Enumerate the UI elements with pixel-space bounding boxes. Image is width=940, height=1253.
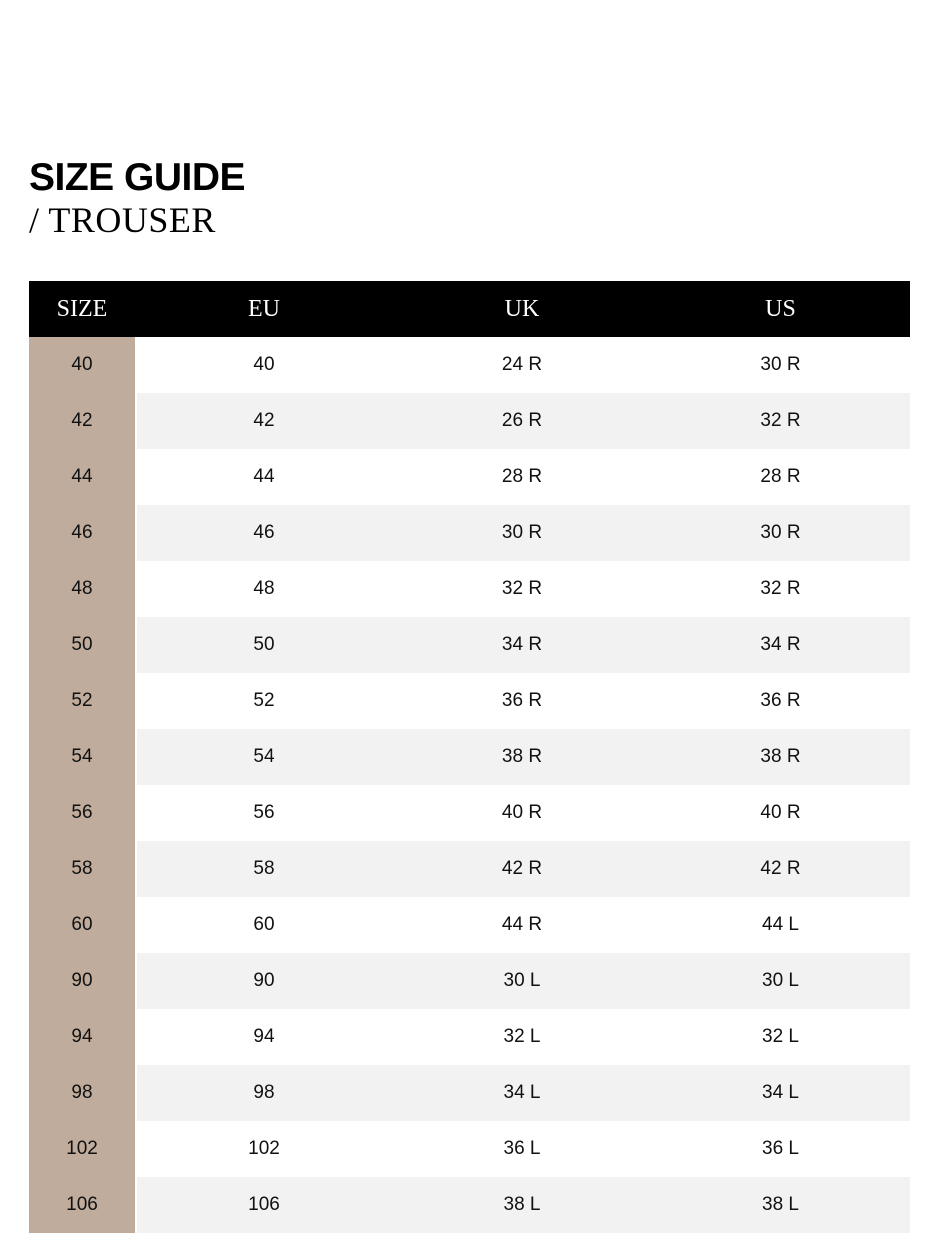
cell-eu: 50 — [135, 617, 393, 673]
column-header-uk: UK — [393, 281, 651, 337]
table-header-row: SIZE EU UK US — [29, 281, 910, 337]
cell-size: 90 — [29, 953, 135, 1009]
cell-eu: 98 — [135, 1065, 393, 1121]
cell-eu: 90 — [135, 953, 393, 1009]
cell-uk: 40 R — [501, 802, 543, 823]
cell-eu: 54 — [135, 729, 393, 785]
cell-size: 60 — [29, 897, 135, 953]
page-title: SIZE GUIDE — [29, 156, 246, 199]
cell-size: 54 — [29, 729, 135, 785]
cell-size: 56 — [29, 785, 135, 841]
cell-uk: 44 R — [501, 914, 543, 935]
cell-eu: 102 — [248, 1138, 280, 1159]
cell-us: 32 L — [762, 1026, 799, 1047]
table-row: 52 52 36 R 36 R — [29, 673, 910, 729]
table-row: 50 50 34 R 34 R — [29, 617, 910, 673]
cell-uk: 38 R — [393, 729, 651, 785]
cell-uk: 24 R — [501, 354, 543, 375]
table-row: 46 46 30 R 30 R — [29, 505, 910, 561]
cell-uk: 28 R — [501, 466, 543, 487]
cell-uk: 38 L — [393, 1177, 651, 1233]
cell-size: 50 — [29, 617, 135, 673]
cell-uk: 26 R — [393, 393, 651, 449]
table-row: 94 94 32 L 32 L — [29, 1009, 910, 1065]
cell-uk: 32 R — [501, 578, 543, 599]
cell-size: 52 — [29, 673, 135, 729]
cell-us: 32 R — [651, 393, 910, 449]
table-row: 58 58 42 R 42 R — [29, 841, 910, 897]
cell-size: 106 — [29, 1177, 135, 1233]
cell-uk: 42 R — [393, 841, 651, 897]
cell-us: 34 L — [651, 1065, 910, 1121]
cell-eu: 44 — [253, 466, 275, 487]
table-row: 98 98 34 L 34 L — [29, 1065, 910, 1121]
cell-size: 102 — [29, 1121, 135, 1177]
cell-size: 46 — [29, 505, 135, 561]
column-header-size: SIZE — [29, 281, 135, 337]
cell-us: 40 R — [760, 802, 801, 823]
table-row: 54 54 38 R 38 R — [29, 729, 910, 785]
cell-us: 34 R — [651, 617, 910, 673]
cell-uk: 30 L — [393, 953, 651, 1009]
cell-eu: 58 — [135, 841, 393, 897]
cell-us: 30 R — [760, 354, 801, 375]
cell-us: 44 L — [762, 914, 799, 935]
cell-us: 42 R — [651, 841, 910, 897]
table-row: 40 40 24 R 30 R — [29, 337, 910, 393]
cell-us: 32 R — [760, 578, 801, 599]
cell-eu: 40 — [253, 354, 275, 375]
cell-uk: 36 L — [503, 1138, 541, 1159]
cell-size: 48 — [29, 561, 135, 617]
table-row: 60 60 44 R 44 L — [29, 897, 910, 953]
cell-us: 38 R — [651, 729, 910, 785]
cell-eu: 52 — [253, 690, 275, 711]
cell-eu: 56 — [253, 802, 275, 823]
cell-size: 58 — [29, 841, 135, 897]
cell-uk: 34 R — [393, 617, 651, 673]
table-row: 102 102 36 L 36 L — [29, 1121, 910, 1177]
cell-us: 30 R — [651, 505, 910, 561]
cell-us: 30 L — [651, 953, 910, 1009]
page-subtitle: / TROUSER — [29, 200, 216, 240]
cell-uk: 34 L — [393, 1065, 651, 1121]
cell-uk: 36 R — [501, 690, 543, 711]
cell-uk: 30 R — [393, 505, 651, 561]
cell-us: 36 L — [762, 1138, 799, 1159]
cell-eu: 106 — [135, 1177, 393, 1233]
cell-eu: 94 — [253, 1026, 275, 1047]
table-row: 48 48 32 R 32 R — [29, 561, 910, 617]
column-header-eu: EU — [135, 281, 393, 337]
size-guide-table: SIZE EU UK US 40 40 24 R 30 R 42 42 26 R 32 R 44… — [29, 281, 910, 1233]
cell-us: 38 L — [651, 1177, 910, 1233]
table-row: 106 106 38 L 38 L — [29, 1177, 910, 1233]
cell-size: 98 — [29, 1065, 135, 1121]
cell-eu: 46 — [135, 505, 393, 561]
cell-size: 44 — [29, 449, 135, 505]
table-row: 56 56 40 R 40 R — [29, 785, 910, 841]
cell-size: 40 — [29, 337, 135, 393]
table-row: 42 42 26 R 32 R — [29, 393, 910, 449]
cell-size: 94 — [29, 1009, 135, 1065]
cell-uk: 32 L — [503, 1026, 541, 1047]
cell-us: 28 R — [760, 466, 801, 487]
cell-eu: 48 — [253, 578, 275, 599]
table-row: 90 90 30 L 30 L — [29, 953, 910, 1009]
cell-us: 36 R — [760, 690, 801, 711]
cell-eu: 42 — [135, 393, 393, 449]
cell-size: 42 — [29, 393, 135, 449]
table-row: 44 44 28 R 28 R — [29, 449, 910, 505]
cell-eu: 60 — [253, 914, 275, 935]
column-header-us: US — [651, 281, 910, 337]
